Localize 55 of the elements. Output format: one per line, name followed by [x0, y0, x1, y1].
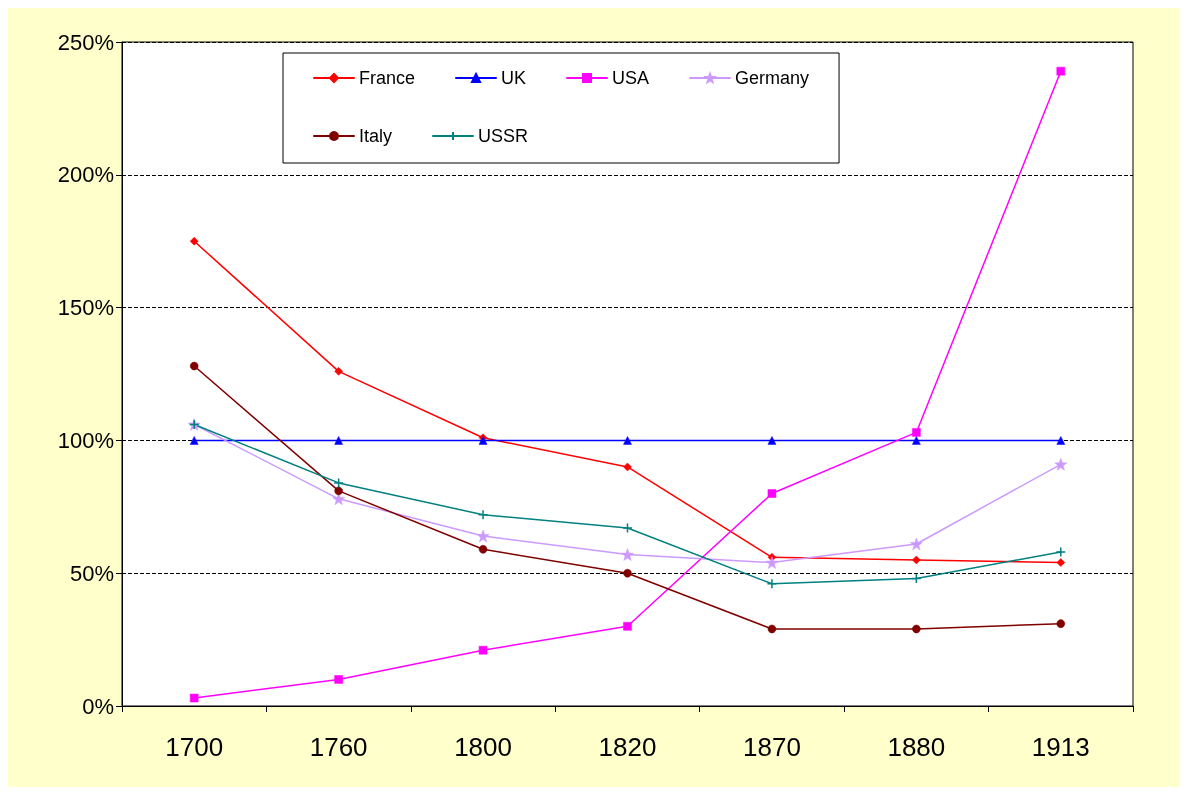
- point: [478, 645, 488, 655]
- point: [334, 436, 343, 445]
- point: [334, 486, 343, 496]
- y-tick-label: 0%: [82, 693, 114, 719]
- point: [189, 236, 199, 246]
- point: [478, 545, 488, 554]
- legend-label: USSR: [478, 126, 529, 146]
- point: [334, 367, 343, 376]
- point: [912, 624, 921, 634]
- point: [1056, 558, 1066, 567]
- point: [333, 477, 344, 489]
- point: [334, 675, 343, 684]
- point: [767, 624, 777, 634]
- y-tick-label: 150%: [57, 295, 114, 321]
- point: [476, 529, 490, 543]
- point: [621, 548, 634, 561]
- point: [1054, 458, 1068, 471]
- point: [767, 436, 777, 445]
- point: [912, 428, 921, 437]
- point: [622, 522, 633, 534]
- x-tick-label: 1880: [887, 732, 946, 762]
- point: [623, 568, 632, 578]
- point: [912, 555, 921, 565]
- legend-label: France: [359, 68, 416, 88]
- x-tick-label: 1800: [454, 732, 512, 762]
- point: [1056, 619, 1066, 628]
- x-tick-label: 1870: [743, 732, 801, 762]
- point: [1056, 66, 1066, 76]
- legend-label: UK: [501, 68, 527, 88]
- x-tick-label: 1913: [1031, 732, 1090, 762]
- point: [189, 436, 199, 445]
- point: [189, 361, 199, 371]
- point: [1055, 546, 1067, 558]
- point: [623, 436, 632, 445]
- point: [189, 693, 199, 703]
- y-tick-label: 200%: [57, 162, 114, 188]
- point: [1056, 436, 1066, 445]
- y-tick-label: 100%: [57, 427, 114, 453]
- point: [623, 462, 632, 472]
- x-tick-label: 1700: [165, 732, 224, 762]
- point: [767, 489, 777, 498]
- point: [912, 436, 921, 445]
- point: [910, 537, 923, 551]
- y-tick-label: 50%: [69, 560, 114, 586]
- point: [765, 556, 779, 569]
- x-tick-label: 1760: [309, 732, 368, 762]
- point: [477, 509, 489, 521]
- legend-label: Italy: [359, 126, 393, 146]
- legend-label: Germany: [735, 68, 810, 88]
- y-tick-label: 250%: [57, 29, 114, 55]
- point: [623, 622, 632, 631]
- point: [766, 578, 778, 590]
- x-tick-label: 1820: [598, 732, 657, 762]
- point: [332, 492, 345, 506]
- legend-label: USA: [612, 68, 650, 88]
